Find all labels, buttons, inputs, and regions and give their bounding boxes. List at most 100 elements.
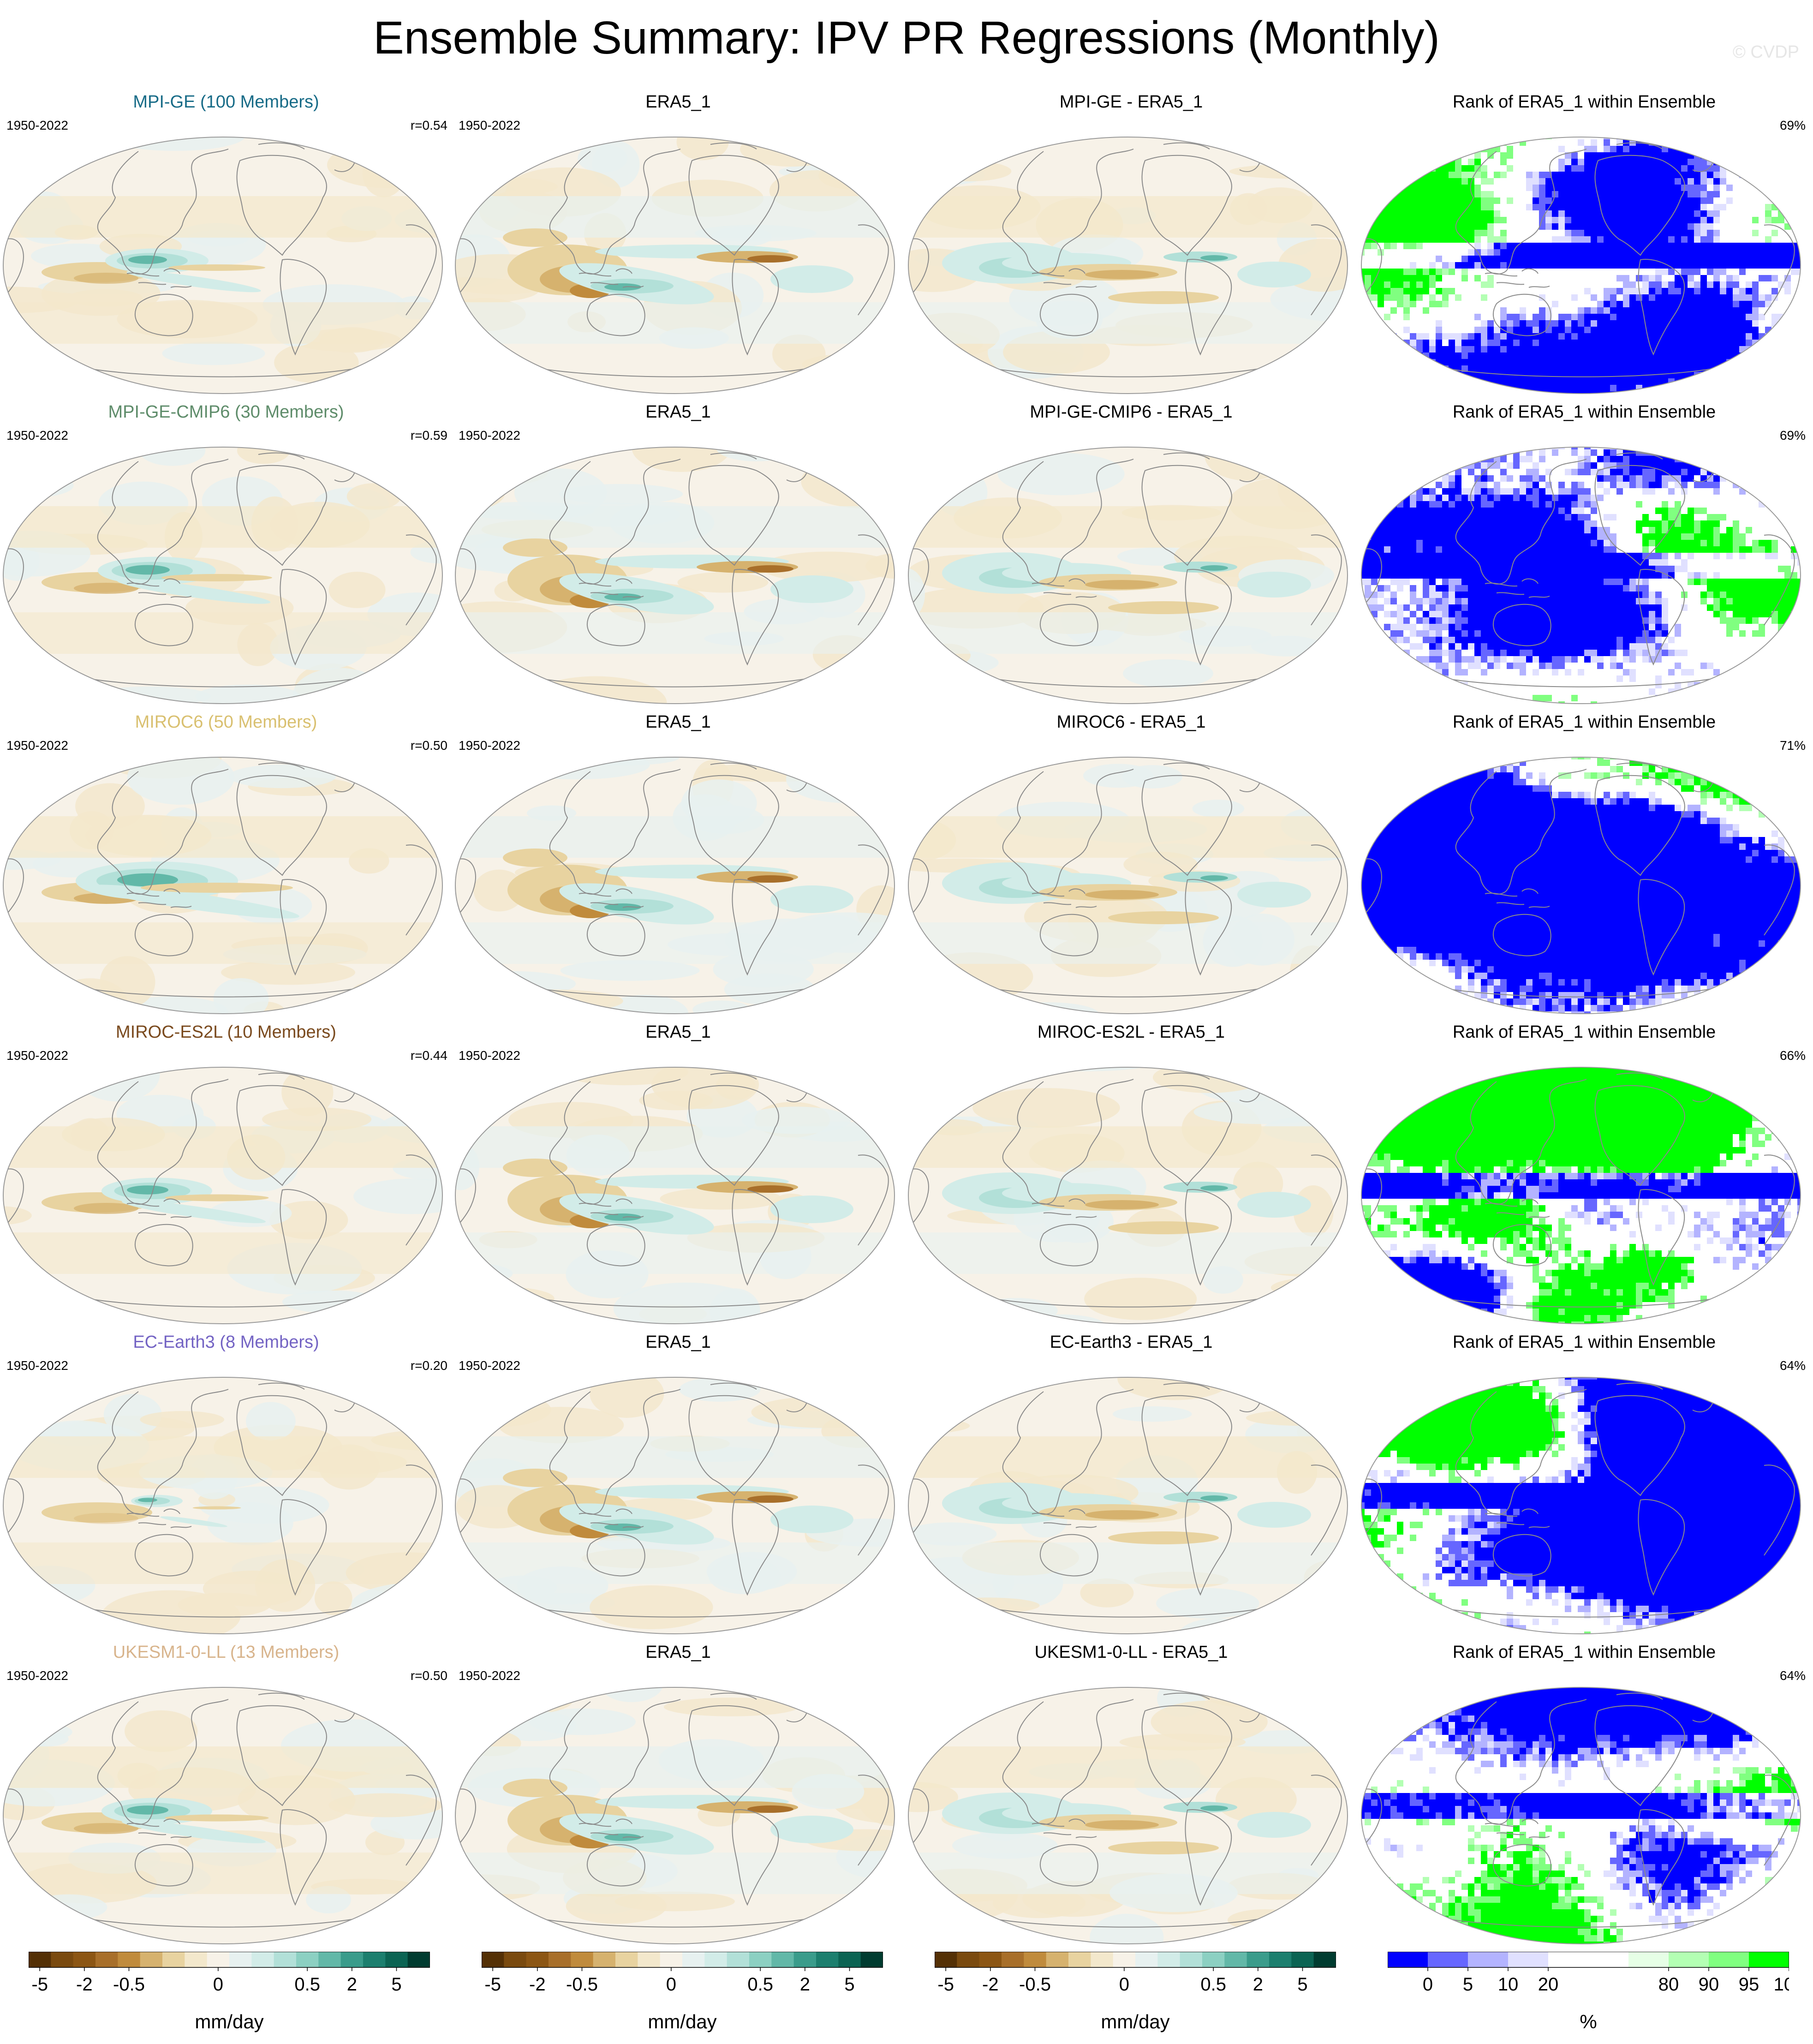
colorbar-swatch: [1749, 1952, 1789, 1967]
pattern-correlation-label: r=0.44: [411, 1048, 447, 1063]
colorbar-tick-label: -0.5: [1019, 1974, 1051, 1995]
colorbar-swatch: [185, 1952, 207, 1967]
model-map: [0, 1373, 446, 1636]
colorbar-swatch: [318, 1952, 341, 1967]
model-map: [0, 443, 446, 706]
rank-percent-label: 71%: [1780, 738, 1806, 753]
obs-panel-title: ERA5_1: [452, 1642, 904, 1663]
colorbar-swatch: [749, 1952, 772, 1967]
colorbar-swatch: [682, 1952, 705, 1967]
colorbar-swatch: [1157, 1952, 1180, 1967]
colorbar-swatch: [29, 1952, 51, 1967]
obs-panel-title: ERA5_1: [452, 1022, 904, 1043]
colorbar-swatch: [51, 1952, 73, 1967]
colorbar-tick-label: 100: [1774, 1974, 1789, 1995]
colorbar-swatch: [1002, 1952, 1024, 1967]
obs-map: [452, 753, 898, 1016]
colorbar-tick-label: 2: [1253, 1974, 1263, 1995]
panel-diff-row-3: MIROC6 - ERA5_1: [905, 711, 1357, 1022]
colorbar-swatch: [274, 1952, 297, 1967]
rank-panel-title: Rank of ERA5_1 within Ensemble: [1358, 1642, 1810, 1663]
period-label: 1950-2022: [459, 738, 520, 753]
colorbar-swatch: [1135, 1952, 1158, 1967]
obs-panel-title: ERA5_1: [452, 1332, 904, 1353]
rank-panel-title: Rank of ERA5_1 within Ensemble: [1358, 711, 1810, 733]
colorbar-swatch: [660, 1952, 683, 1967]
rank-map: [1358, 753, 1804, 1016]
colorbar-swatch: [385, 1952, 408, 1967]
panel-obs-row-5: ERA5_1 1950-2022: [452, 1332, 904, 1642]
colorbar-swatch: [526, 1952, 549, 1967]
rank-panel-title: Rank of ERA5_1 within Ensemble: [1358, 1332, 1810, 1353]
colorbar-tick-label: 2: [347, 1974, 357, 1995]
colorbar-swatch: [1113, 1952, 1136, 1967]
colorbar-swatch: [140, 1952, 163, 1967]
colorbar-swatch: [162, 1952, 185, 1967]
obs-map: [452, 133, 898, 396]
model-panel-title: UKESM1-0-LL (13 Members): [0, 1642, 452, 1663]
period-label: 1950-2022: [6, 118, 68, 133]
rank-map: [1358, 1063, 1804, 1326]
obs-map: [452, 1373, 898, 1636]
panel-rank-row-3: Rank of ERA5_1 within Ensemble 71%: [1358, 711, 1810, 1022]
colorbar-swatch: [1091, 1952, 1113, 1967]
pattern-correlation-label: r=0.50: [411, 738, 447, 753]
period-label: 1950-2022: [459, 1358, 520, 1373]
colorbar-units-label: %: [1388, 2011, 1789, 2033]
rank-colorbar: 051020809095100%: [1388, 1952, 1789, 2044]
colorbar-tick-label: -0.5: [566, 1974, 598, 1995]
panel-rank-row-6: Rank of ERA5_1 within Ensemble 64%: [1358, 1642, 1810, 1952]
diff-panel-title: MPI-GE - ERA5_1: [905, 91, 1357, 113]
colorbar-swatch: [1548, 1952, 1589, 1967]
diff-panel-title: MIROC-ES2L - ERA5_1: [905, 1022, 1357, 1043]
colorbar-swatch: [571, 1952, 593, 1967]
colorbar-swatch: [1247, 1952, 1270, 1967]
colorbar-swatch: [1669, 1952, 1709, 1967]
panel-diff-row-5: EC-Earth3 - ERA5_1: [905, 1332, 1357, 1642]
diff-map: [905, 1683, 1351, 1946]
colorbar-tick-label: 0: [1119, 1974, 1129, 1995]
colorbar-swatch: [935, 1952, 957, 1967]
colorbar-swatch: [771, 1952, 794, 1967]
model-map: [0, 133, 446, 396]
colorbar-swatch: [363, 1952, 386, 1967]
colorbar-swatch: [118, 1952, 140, 1967]
rank-percent-label: 69%: [1780, 118, 1806, 133]
colorbar-tick-label: 20: [1538, 1974, 1559, 1995]
colorbar-swatch: [1314, 1952, 1336, 1967]
colorbar-tick-label: 10: [1498, 1974, 1519, 1995]
rank-map: [1358, 443, 1804, 706]
colorbar-tick-label: 95: [1739, 1974, 1759, 1995]
colorbar-swatch: [1468, 1952, 1509, 1967]
figure-title: Ensemble Summary: IPV PR Regressions (Mo…: [0, 10, 1813, 66]
rank-map: [1358, 1683, 1804, 1946]
period-label: 1950-2022: [459, 428, 520, 443]
period-label: 1950-2022: [6, 1048, 68, 1063]
rank-percent-label: 64%: [1780, 1668, 1806, 1683]
colorbar-swatch: [1388, 1952, 1428, 1967]
colorbar-swatch: [593, 1952, 616, 1967]
rank-map: [1358, 1373, 1804, 1636]
rank-percent-label: 66%: [1780, 1048, 1806, 1063]
colorbar-swatch: [957, 1952, 979, 1967]
model-map: [0, 753, 446, 1016]
colorbar-swatch: [638, 1952, 660, 1967]
pattern-correlation-label: r=0.20: [411, 1358, 447, 1373]
colorbar-swatch: [549, 1952, 571, 1967]
period-label: 1950-2022: [6, 738, 68, 753]
colorbar-swatch: [861, 1952, 883, 1967]
colorbar-tick-label: 0: [213, 1974, 223, 1995]
period-label: 1950-2022: [6, 1358, 68, 1373]
colorbar-tick-label: -5: [31, 1974, 48, 1995]
diff-map: [905, 1063, 1351, 1326]
rank-percent-label: 69%: [1780, 428, 1806, 443]
colorbar-tick-label: 90: [1699, 1974, 1719, 1995]
colorbar-swatch: [1180, 1952, 1203, 1967]
